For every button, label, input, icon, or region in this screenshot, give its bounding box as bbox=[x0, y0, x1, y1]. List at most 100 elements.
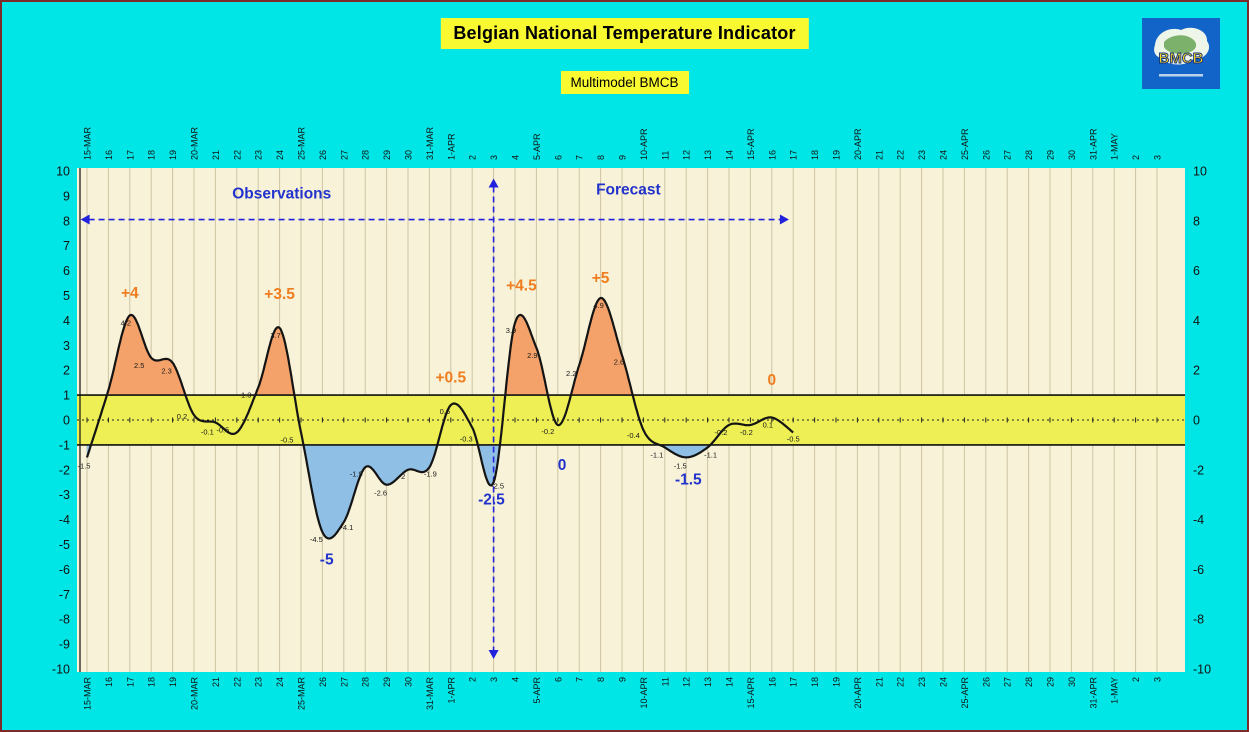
bmcb-logo: BMCB bbox=[1142, 18, 1220, 89]
bottom-date-label: 3 bbox=[1153, 677, 1163, 682]
bottom-date-label: 18 bbox=[147, 677, 157, 687]
left-axis-label: -5 bbox=[59, 538, 70, 552]
top-date-label: 30 bbox=[1067, 150, 1077, 160]
bottom-date-label: 1-APR bbox=[446, 677, 456, 704]
bottom-date-label: 14 bbox=[725, 677, 735, 687]
point-value-label: -1.1 bbox=[704, 450, 717, 459]
top-date-label: 27 bbox=[1003, 150, 1013, 160]
top-date-label: 9 bbox=[618, 155, 628, 160]
bottom-date-label: 25-MAR bbox=[297, 677, 307, 711]
bottom-date-label: 6 bbox=[553, 677, 563, 682]
point-value-label: 0.1 bbox=[763, 421, 773, 430]
bottom-date-label: 17 bbox=[789, 677, 799, 687]
point-value-label: 4.2 bbox=[121, 318, 131, 327]
trough-annotation: -1.5 bbox=[675, 472, 702, 489]
top-date-label: 20-APR bbox=[853, 128, 863, 160]
right-axis-label: -6 bbox=[1193, 563, 1204, 577]
left-axis-label: -3 bbox=[59, 488, 70, 502]
right-axis-labels: 10 8 6 4 2 0 -2 -4 -6 -8 -10 bbox=[1193, 165, 1211, 677]
left-axis-label: 10 bbox=[56, 165, 70, 179]
observation-forecast-extent-arrow bbox=[80, 214, 789, 225]
right-axis-label: 10 bbox=[1193, 165, 1207, 179]
point-value-label: 3.7 bbox=[270, 331, 280, 340]
left-axis-label: -2 bbox=[59, 463, 70, 477]
top-date-label: 31-MAR bbox=[425, 126, 435, 160]
bottom-date-label: 25-APR bbox=[960, 677, 970, 709]
point-value-label: -1.5 bbox=[674, 461, 687, 470]
bottom-date-label: 2 bbox=[468, 677, 478, 682]
top-date-label: 23 bbox=[254, 150, 264, 160]
point-value-label: -0.5 bbox=[787, 434, 800, 443]
right-axis-label: -8 bbox=[1193, 613, 1204, 627]
left-axis-label: 6 bbox=[63, 264, 70, 278]
top-date-label: 22 bbox=[896, 150, 906, 160]
trough-annotation: 0 bbox=[558, 457, 567, 474]
logo-image: BMCB bbox=[1142, 18, 1220, 89]
peak-annotations: +4 +3.5 +0.5 +4.5 +5 0 bbox=[121, 270, 776, 389]
bottom-date-label: 26 bbox=[318, 677, 328, 687]
top-date-label: 12 bbox=[682, 150, 692, 160]
belgium-map-inner bbox=[1164, 35, 1197, 54]
top-date-label: 6 bbox=[553, 155, 563, 160]
bottom-date-label: 15-APR bbox=[746, 677, 756, 709]
right-axis-label: 6 bbox=[1193, 264, 1200, 278]
top-date-label: 1-MAY bbox=[1110, 133, 1120, 160]
top-date-label: 15-APR bbox=[746, 128, 756, 160]
point-value-label: -4.5 bbox=[310, 535, 323, 544]
bottom-date-label: 28 bbox=[1024, 677, 1034, 687]
top-date-label: 19 bbox=[832, 150, 842, 160]
point-value-label: 0.2 bbox=[177, 412, 187, 421]
point-value-label: 2.9 bbox=[527, 351, 537, 360]
top-date-label: 29 bbox=[1046, 150, 1056, 160]
forecast-divider-arrow bbox=[488, 178, 499, 660]
top-date-label: 23 bbox=[917, 150, 927, 160]
logo-subtext-line bbox=[1159, 74, 1203, 77]
bottom-date-label: 31-MAR bbox=[425, 677, 435, 711]
top-date-label: 2 bbox=[1131, 155, 1141, 160]
region-labels: Observations Forecast bbox=[232, 182, 661, 203]
bottom-date-label: 17 bbox=[125, 677, 135, 687]
region-label: Forecast bbox=[596, 182, 661, 199]
point-value-label: -0.2 bbox=[715, 428, 728, 437]
left-axis-label: -7 bbox=[59, 588, 70, 602]
temperature-curve bbox=[85, 296, 794, 540]
top-date-label: 19 bbox=[168, 150, 178, 160]
trough-annotation: -5 bbox=[320, 551, 334, 568]
point-value-label: 2.3 bbox=[161, 367, 171, 376]
top-date-label: 22 bbox=[232, 150, 242, 160]
point-value-label: 1.3 bbox=[241, 391, 251, 400]
right-axis-label: 8 bbox=[1193, 214, 1200, 228]
bottom-date-label: 24 bbox=[939, 677, 949, 687]
point-value-label: 2.6 bbox=[614, 357, 624, 366]
left-axis-label: 2 bbox=[63, 364, 70, 378]
left-axis-label: -1 bbox=[59, 438, 70, 452]
point-value-label: -1.5 bbox=[78, 461, 91, 470]
top-date-label: 28 bbox=[361, 150, 371, 160]
page-title: Belgian National Temperature Indicator bbox=[440, 18, 809, 49]
bottom-date-label: 8 bbox=[596, 677, 606, 682]
peak-annotation: +4.5 bbox=[506, 278, 537, 295]
left-axis-label: -9 bbox=[59, 638, 70, 652]
top-date-label: 15-MAR bbox=[83, 126, 93, 160]
top-date-label: 24 bbox=[939, 150, 949, 160]
top-date-label: 24 bbox=[275, 150, 285, 160]
bottom-date-label: 29 bbox=[1046, 677, 1056, 687]
top-date-label: 28 bbox=[1024, 150, 1034, 160]
bottom-date-label: 24 bbox=[275, 677, 285, 687]
bottom-date-label: 16 bbox=[104, 677, 114, 687]
right-axis-label: 2 bbox=[1193, 364, 1200, 378]
point-value-label: 2.5 bbox=[134, 361, 144, 370]
top-date-label: 25-MAR bbox=[297, 126, 307, 160]
point-value-label: -0.2 bbox=[541, 427, 554, 436]
point-value-label: -0.5 bbox=[216, 425, 229, 434]
top-date-label: 31-APR bbox=[1088, 128, 1098, 160]
bottom-date-label: 20-MAR bbox=[190, 677, 200, 711]
point-value-label: 0.6 bbox=[440, 407, 450, 416]
top-date-label: 7 bbox=[575, 155, 585, 160]
bottom-date-label: 23 bbox=[254, 677, 264, 687]
point-value-label: -0.5 bbox=[281, 435, 294, 444]
bottom-date-label: 10-APR bbox=[639, 677, 649, 709]
peak-annotation: 0 bbox=[767, 372, 776, 389]
point-value-label: 2.2 bbox=[566, 369, 576, 378]
